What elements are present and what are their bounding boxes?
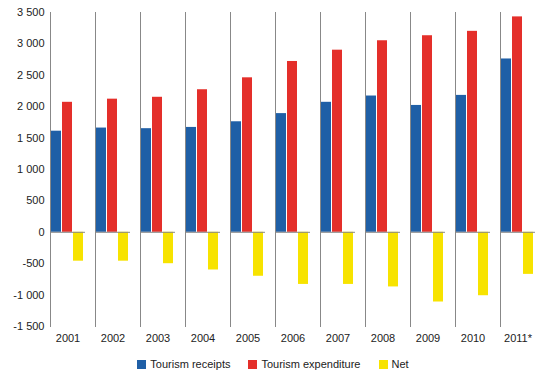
html-text:Net: Net (391, 358, 409, 370)
svg-text:-1 000: -1 000 (13, 289, 44, 301)
svg-text:2010: 2010 (461, 332, 485, 344)
svg-text:2009: 2009 (416, 332, 440, 344)
svg-text:0: 0 (38, 226, 44, 238)
svg-text:2011*: 2011* (504, 332, 533, 344)
svg-text:2007: 2007 (326, 332, 350, 344)
html-text:Tourism expenditure: Tourism expenditure (261, 358, 361, 370)
svg-text:-500: -500 (22, 257, 44, 269)
svg-text:1 000: 1 000 (17, 163, 45, 175)
svg-text:-1 500: -1 500 (13, 320, 44, 332)
svg-text:3 500: 3 500 (17, 6, 45, 18)
svg-text:2001: 2001 (56, 332, 80, 344)
svg-text:2006: 2006 (281, 332, 305, 344)
svg-text:2008: 2008 (371, 332, 395, 344)
svg-text:2005: 2005 (236, 332, 260, 344)
svg-text:2 000: 2 000 (17, 100, 45, 112)
svg-text:2003: 2003 (146, 332, 170, 344)
svg-text:3 000: 3 000 (17, 37, 45, 49)
html-text:Tourism receipts: Tourism receipts (150, 358, 231, 370)
svg-text:500: 500 (26, 194, 44, 206)
svg-text:2004: 2004 (191, 332, 215, 344)
svg-text:1 500: 1 500 (17, 132, 45, 144)
svg-text:2002: 2002 (101, 332, 125, 344)
svg-text:2 500: 2 500 (17, 69, 45, 81)
